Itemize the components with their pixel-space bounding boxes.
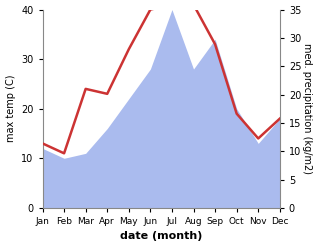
Y-axis label: max temp (C): max temp (C)	[5, 75, 16, 143]
Y-axis label: med. precipitation (kg/m2): med. precipitation (kg/m2)	[302, 43, 313, 174]
X-axis label: date (month): date (month)	[120, 231, 202, 242]
